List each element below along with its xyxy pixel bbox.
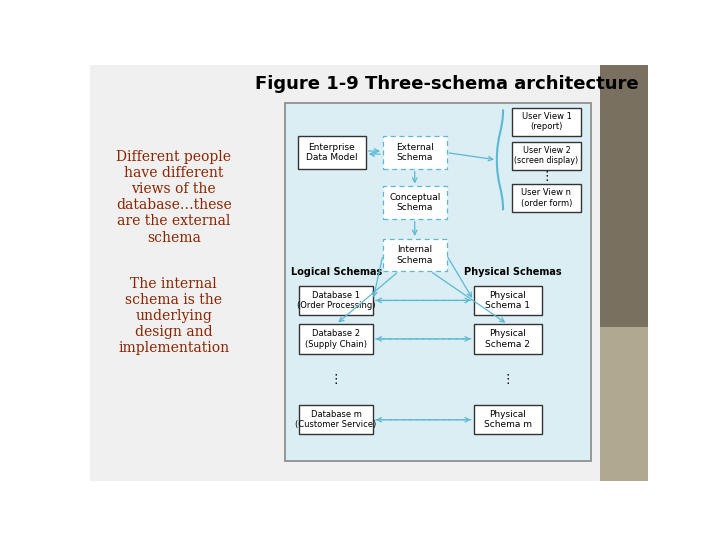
Bar	[300, 286, 373, 315]
Bar	[513, 108, 580, 136]
Bar	[513, 184, 580, 212]
Text: User View 1
(report): User View 1 (report)	[521, 112, 572, 131]
Text: ⋮: ⋮	[330, 373, 342, 386]
Text: Physical
Schema 1: Physical Schema 1	[485, 291, 530, 310]
Text: User View 2
(screen display): User View 2 (screen display)	[514, 146, 579, 165]
Bar	[300, 325, 373, 354]
Text: Logical Schemas: Logical Schemas	[291, 267, 382, 276]
Text: ⋮: ⋮	[501, 373, 514, 386]
Text: Physical
Schema m: Physical Schema m	[484, 410, 532, 429]
Text: The internal
schema is the
underlying
design and
implementation: The internal schema is the underlying de…	[118, 276, 229, 355]
Bar	[90, 65, 600, 103]
Bar	[300, 405, 373, 434]
Text: ⋮: ⋮	[540, 170, 553, 184]
Text: Database 1
(Order Processing): Database 1 (Order Processing)	[297, 291, 375, 310]
Bar	[383, 137, 446, 168]
FancyBboxPatch shape	[285, 103, 591, 461]
Text: Physical
Schema 2: Physical Schema 2	[485, 329, 530, 349]
Bar	[600, 327, 648, 481]
Text: Conceptual
Schema: Conceptual Schema	[389, 193, 441, 212]
Text: Internal
Schema: Internal Schema	[397, 245, 433, 265]
Text: User View n
(order form): User View n (order form)	[521, 188, 572, 208]
Text: Figure 1-9 Three-schema architecture: Figure 1-9 Three-schema architecture	[255, 75, 639, 93]
Text: External
Schema: External Schema	[396, 143, 433, 163]
Text: Database 2
(Supply Chain): Database 2 (Supply Chain)	[305, 329, 367, 349]
Text: Enterprise
Data Model: Enterprise Data Model	[306, 143, 358, 163]
Text: Different people
have different
views of the
database…these
are the external
sch: Different people have different views of…	[116, 150, 232, 245]
Bar	[474, 405, 542, 434]
Bar	[600, 65, 648, 327]
Bar	[383, 239, 446, 271]
Text: Database m
(Customer Service): Database m (Customer Service)	[295, 410, 377, 429]
Bar	[383, 186, 446, 219]
Bar	[513, 142, 580, 170]
Bar	[474, 325, 542, 354]
Bar	[297, 137, 366, 168]
Bar	[474, 286, 542, 315]
Text: Physical Schemas: Physical Schemas	[464, 267, 561, 276]
